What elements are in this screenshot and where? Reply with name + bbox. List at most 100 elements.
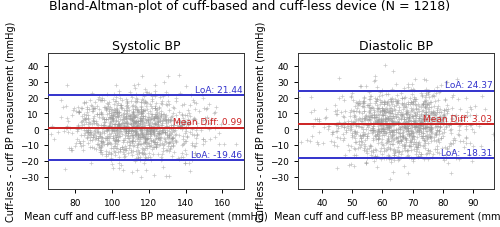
Point bbox=[124, 101, 132, 104]
Point bbox=[424, 137, 432, 141]
Point bbox=[159, 146, 167, 150]
Point bbox=[84, 136, 92, 140]
Point bbox=[380, 128, 388, 132]
Point bbox=[412, 123, 420, 126]
Point bbox=[435, 91, 443, 95]
Point bbox=[64, 119, 72, 123]
Point bbox=[107, 127, 115, 130]
Point bbox=[167, 137, 175, 141]
Point bbox=[88, 123, 96, 126]
Point bbox=[128, 153, 136, 157]
Point bbox=[349, 120, 357, 124]
Point bbox=[125, 129, 133, 133]
Point bbox=[176, 126, 184, 129]
Point bbox=[370, 123, 378, 126]
Point bbox=[135, 111, 143, 115]
Point bbox=[128, 122, 136, 126]
Point bbox=[108, 114, 116, 117]
Point bbox=[186, 104, 194, 108]
Point bbox=[348, 95, 356, 99]
Point bbox=[145, 145, 153, 148]
Point bbox=[109, 166, 117, 170]
Point bbox=[157, 135, 165, 139]
Point bbox=[377, 124, 385, 128]
Point bbox=[398, 113, 406, 117]
Point bbox=[106, 116, 114, 119]
Point bbox=[380, 125, 388, 128]
Point bbox=[371, 154, 379, 158]
Point bbox=[297, 141, 305, 144]
Point bbox=[112, 116, 120, 120]
Point bbox=[426, 122, 434, 126]
Point bbox=[380, 110, 388, 114]
Point bbox=[127, 149, 135, 153]
Point bbox=[188, 94, 196, 97]
Point bbox=[418, 126, 426, 130]
Point bbox=[440, 131, 448, 135]
Point bbox=[382, 118, 390, 122]
Point bbox=[408, 114, 416, 118]
Point bbox=[368, 129, 376, 132]
Point bbox=[454, 133, 462, 136]
Point bbox=[380, 103, 388, 107]
Point bbox=[78, 133, 86, 137]
Point bbox=[111, 126, 119, 130]
Point bbox=[368, 107, 376, 110]
Point bbox=[48, 133, 56, 137]
Point bbox=[132, 128, 140, 131]
Point bbox=[438, 118, 446, 121]
Point bbox=[128, 127, 136, 130]
Point bbox=[350, 154, 358, 157]
Point bbox=[378, 124, 386, 128]
Point bbox=[116, 97, 124, 101]
Point bbox=[158, 141, 166, 145]
Point bbox=[388, 123, 396, 126]
Point bbox=[147, 128, 155, 132]
Point bbox=[421, 126, 429, 130]
Point bbox=[394, 151, 402, 154]
Point bbox=[93, 131, 101, 135]
Point bbox=[62, 84, 70, 87]
Point bbox=[164, 121, 172, 124]
Point bbox=[404, 83, 412, 86]
Point bbox=[105, 116, 113, 119]
Point bbox=[386, 101, 394, 104]
Point bbox=[114, 150, 122, 154]
Point bbox=[126, 123, 134, 126]
Point bbox=[98, 116, 106, 120]
Point bbox=[129, 120, 137, 123]
Point bbox=[128, 119, 136, 122]
Point bbox=[182, 114, 190, 117]
Point bbox=[202, 116, 210, 120]
Point bbox=[140, 116, 147, 120]
Point bbox=[436, 108, 444, 111]
Point bbox=[98, 116, 106, 119]
Point bbox=[110, 144, 118, 148]
Point bbox=[132, 119, 140, 123]
Point bbox=[427, 139, 435, 143]
Point bbox=[426, 118, 434, 122]
Point bbox=[98, 111, 106, 114]
Point bbox=[158, 159, 166, 163]
Point bbox=[412, 136, 420, 140]
Point bbox=[434, 152, 442, 155]
Point bbox=[350, 99, 358, 102]
Point bbox=[138, 151, 146, 155]
Point bbox=[356, 102, 364, 106]
Point bbox=[386, 110, 394, 114]
Point bbox=[155, 131, 163, 135]
Point bbox=[182, 140, 190, 143]
Point bbox=[357, 140, 365, 143]
Point bbox=[109, 119, 117, 123]
Point bbox=[353, 131, 361, 135]
Point bbox=[406, 144, 414, 148]
Point bbox=[365, 103, 373, 107]
Point bbox=[100, 142, 108, 146]
Point bbox=[114, 123, 122, 127]
Point bbox=[382, 107, 390, 111]
Point bbox=[388, 136, 396, 140]
Point bbox=[162, 117, 170, 121]
Point bbox=[62, 168, 70, 171]
Point bbox=[455, 157, 463, 161]
Point bbox=[158, 129, 166, 133]
